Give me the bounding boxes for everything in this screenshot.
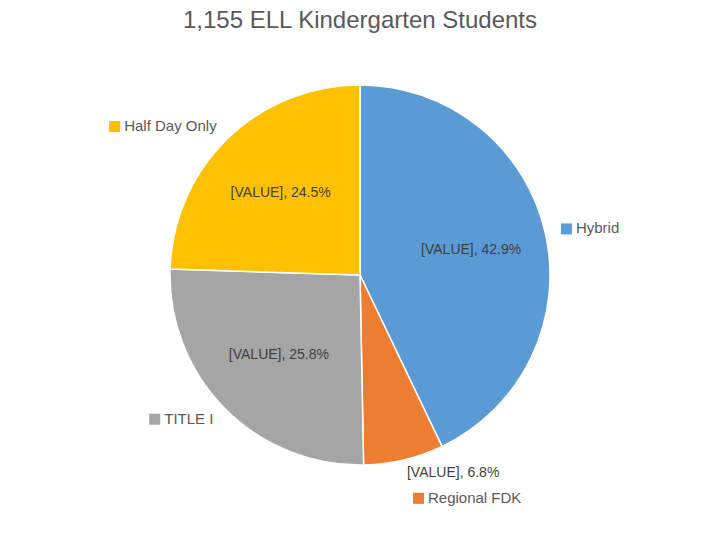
svg-text:[VALUE], 24.5%: [VALUE], 24.5% bbox=[231, 184, 331, 200]
svg-text:[VALUE], 42.9%: [VALUE], 42.9% bbox=[421, 240, 521, 256]
svg-text:[VALUE], 25.8%: [VALUE], 25.8% bbox=[229, 346, 329, 362]
svg-text:TITLE I: TITLE I bbox=[164, 410, 213, 427]
svg-text:Half Day Only: Half Day Only bbox=[124, 117, 217, 134]
svg-text:[VALUE], 6.8%: [VALUE], 6.8% bbox=[407, 464, 499, 480]
html-text:75.5% of ELL K students receiv: 75.5% of ELL K students receive a form o… bbox=[7, 179, 147, 269]
html-text:1,155 ELL Kindergarten Student: 1,155 ELL Kindergarten Students bbox=[183, 6, 537, 33]
svg-text:Hybrid: Hybrid bbox=[576, 219, 619, 236]
svg-text:Regional FDK: Regional FDK bbox=[428, 489, 521, 506]
